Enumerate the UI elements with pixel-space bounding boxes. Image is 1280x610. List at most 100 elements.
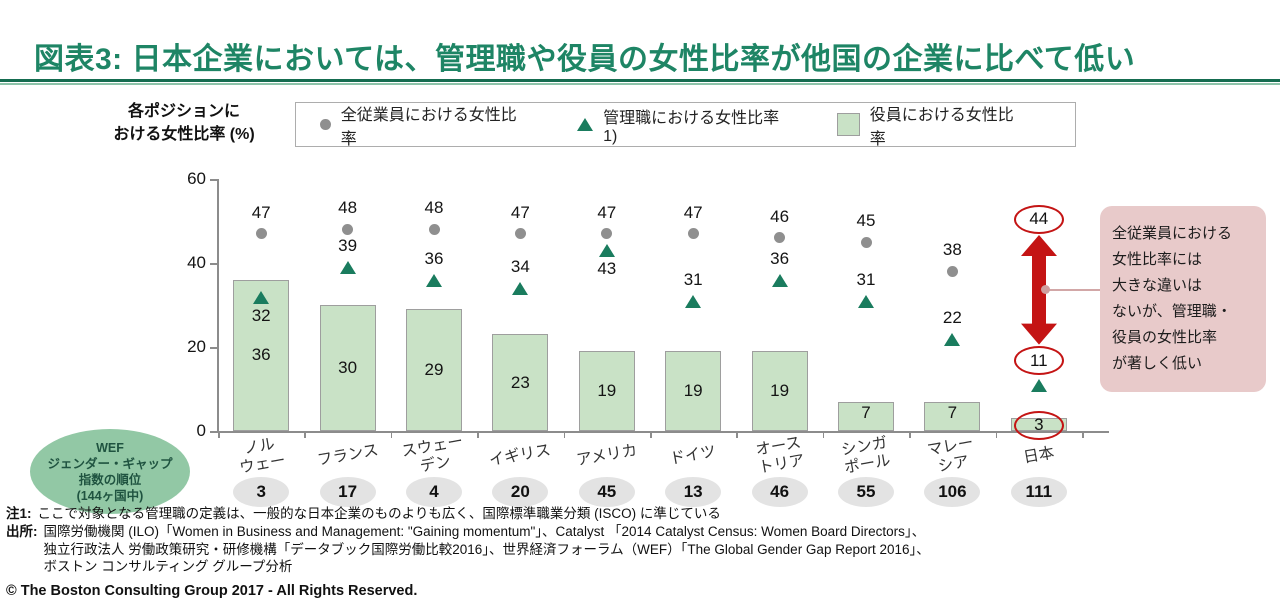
wef-rank-badge: 17 bbox=[319, 477, 376, 507]
bar-value-label: 30 bbox=[338, 358, 358, 377]
bar bbox=[492, 334, 549, 431]
source-text: 国際労働機関 (ILO)「Women in Business and Manag… bbox=[43, 524, 930, 574]
bar bbox=[233, 279, 290, 431]
triangle-icon bbox=[577, 118, 594, 131]
bar-value-label: 19 bbox=[683, 381, 703, 401]
triangle-value-label: 22 bbox=[942, 307, 962, 327]
x-tick bbox=[304, 431, 306, 438]
bar-value-label: 7 bbox=[861, 402, 871, 422]
dot-value-label: 47 bbox=[510, 202, 530, 222]
bar-value-label: 36 bbox=[251, 345, 271, 365]
dot-marker bbox=[428, 223, 440, 235]
dot-value-circled: 44 bbox=[1013, 204, 1064, 234]
wef-rank-badge: 106 bbox=[924, 477, 981, 507]
triangle-marker bbox=[512, 282, 529, 296]
wef-rank-badge: 4 bbox=[406, 477, 462, 507]
x-category-label: スウェー デン bbox=[400, 432, 465, 476]
dot-marker bbox=[601, 228, 613, 240]
triangle-value-label: 39 bbox=[338, 236, 358, 256]
dot-marker bbox=[946, 265, 958, 277]
annotation-callout: 全従業員における 女性比率には 大きな違いは ないが、管理職・ 役員の女性比率 … bbox=[1100, 206, 1266, 392]
bar bbox=[665, 351, 722, 431]
bar-value-label: 19 bbox=[597, 381, 617, 401]
wef-rank-badge: 55 bbox=[838, 477, 894, 507]
y-tick bbox=[210, 179, 218, 181]
x-tick bbox=[477, 431, 479, 438]
bar bbox=[578, 351, 635, 431]
bar bbox=[751, 351, 808, 431]
legend-label: 管理職における女性比率1) bbox=[603, 109, 780, 145]
x-category-label: ドイツ bbox=[668, 443, 718, 468]
bar-value-label: 23 bbox=[510, 372, 530, 392]
source-label: 出所: bbox=[6, 524, 38, 539]
x-tick bbox=[1082, 431, 1084, 438]
x-tick bbox=[563, 431, 566, 438]
x-tick bbox=[995, 431, 998, 438]
bar-value-label: 7 bbox=[947, 402, 958, 422]
triangle-value-label: 34 bbox=[510, 257, 530, 277]
triangle-marker bbox=[426, 273, 442, 287]
dot-marker bbox=[342, 223, 354, 235]
x-category-label: 日本 bbox=[1021, 444, 1056, 467]
triangle-marker bbox=[1030, 378, 1047, 392]
wef-rank-badge: 111 bbox=[1010, 477, 1067, 507]
wef-rank-badge: 45 bbox=[578, 477, 635, 507]
annotation-connector-dot bbox=[1041, 285, 1050, 294]
triangle-marker bbox=[598, 244, 615, 258]
triangle-marker bbox=[944, 332, 961, 346]
x-tick bbox=[736, 431, 738, 438]
dot-value-label: 47 bbox=[683, 202, 703, 222]
dot-marker bbox=[687, 228, 699, 240]
footnote-1: 注1: ここで対象となる管理職の定義は、一般的な日本企業のものよりも広く、国際標… bbox=[6, 505, 721, 523]
bar bbox=[319, 305, 376, 431]
bar bbox=[406, 309, 462, 431]
triangle-marker bbox=[858, 294, 874, 308]
dot-value-label: 48 bbox=[424, 198, 444, 218]
triangle-marker bbox=[685, 294, 702, 308]
x-category-label: オース トリア bbox=[753, 434, 806, 477]
wef-rank-badge: 46 bbox=[751, 477, 808, 507]
x-category-label: ノル ウェー bbox=[238, 435, 288, 477]
y-tick-label: 20 bbox=[187, 337, 206, 356]
legend-item-all-employees: 全従業員における女性比率 bbox=[320, 101, 527, 149]
wef-gender-gap-bubble: WEF ジェンダー・ギャップ 指数の順位 (144ヶ国中) bbox=[30, 429, 190, 514]
title-rule-dark bbox=[0, 79, 1280, 82]
wef-rank-badge: 20 bbox=[492, 477, 549, 507]
legend-item-board: 役員における女性比率 bbox=[837, 101, 1025, 149]
y-tick-label: 0 bbox=[196, 421, 206, 440]
x-category-label: アメリカ bbox=[575, 441, 639, 470]
dot-marker bbox=[774, 232, 786, 244]
x-category-label: フランス bbox=[315, 441, 380, 470]
dot-value-label: 46 bbox=[770, 206, 790, 226]
legend-item-managers: 管理職における女性比率1) bbox=[577, 104, 787, 146]
dot-value-label: 48 bbox=[338, 198, 358, 218]
triangle-value-label: 36 bbox=[424, 248, 444, 268]
legend-label: 全従業員における女性比率 bbox=[340, 106, 517, 148]
triangle-marker bbox=[339, 261, 356, 275]
x-axis-line bbox=[217, 431, 1109, 433]
dot-value-label: 38 bbox=[942, 240, 962, 260]
bar bbox=[924, 401, 981, 431]
dot-icon bbox=[320, 119, 331, 130]
annotation-connector-line bbox=[1046, 289, 1102, 291]
y-tick bbox=[210, 347, 218, 349]
triangle-value-label: 32 bbox=[251, 305, 271, 325]
bar-value-label: 19 bbox=[770, 381, 790, 401]
triangle-marker bbox=[771, 273, 788, 287]
triangle-value-label: 43 bbox=[597, 259, 617, 279]
y-axis-caption-line1: 各ポジションに bbox=[127, 103, 240, 120]
y-tick-label: 60 bbox=[187, 169, 206, 188]
x-category-label: シンガ ポール bbox=[839, 434, 892, 477]
y-tick bbox=[210, 263, 218, 265]
bar-value-circled: 3 bbox=[1013, 410, 1064, 440]
page-title: 図表3: 日本企業においては、管理職や役員の女性比率が他国の企業に比べて低い bbox=[34, 43, 1136, 76]
title-rule-light bbox=[0, 83, 1280, 85]
y-tick-label: 40 bbox=[187, 253, 206, 272]
gap-arrow bbox=[1020, 235, 1058, 350]
dot-value-label: 47 bbox=[597, 202, 617, 222]
dot-marker bbox=[255, 228, 267, 240]
x-tick bbox=[822, 431, 825, 438]
legend-label: 役員における女性比率 bbox=[869, 106, 1014, 148]
bar-swatch-icon bbox=[837, 113, 860, 136]
